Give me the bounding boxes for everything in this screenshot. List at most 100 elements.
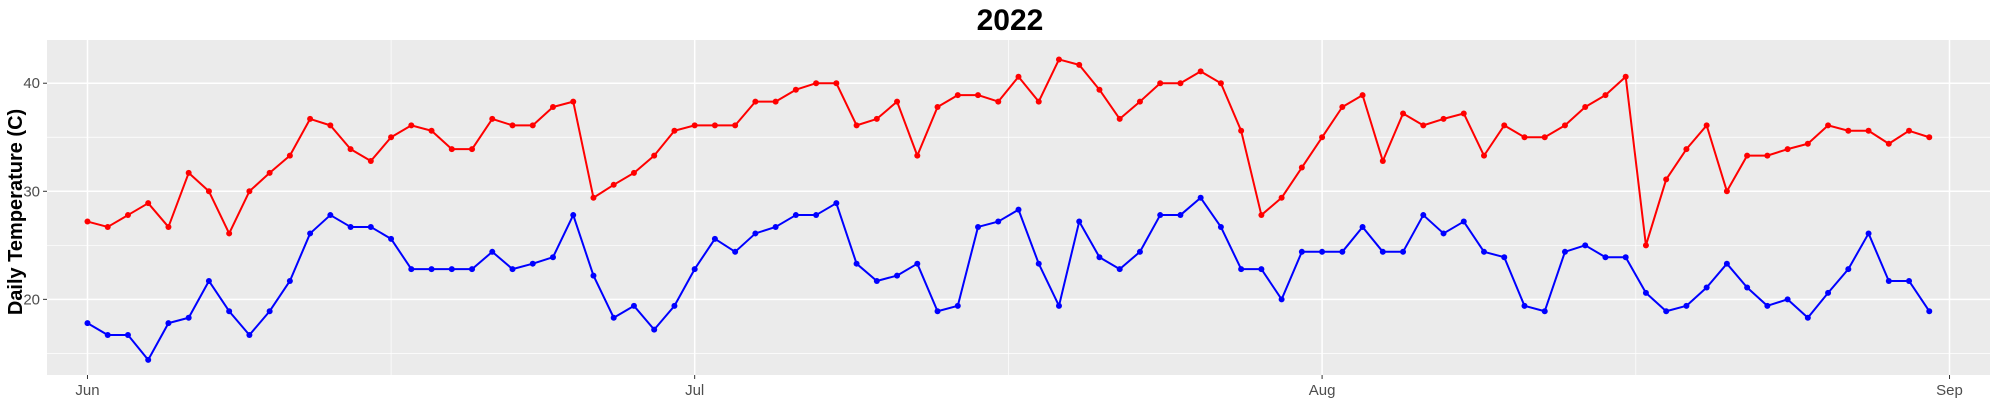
data-point: [1258, 266, 1265, 273]
data-point: [185, 169, 192, 176]
data-point: [833, 200, 840, 207]
data-point: [691, 122, 698, 129]
data-point: [1926, 134, 1933, 141]
data-point: [570, 212, 577, 219]
data-point: [894, 272, 901, 279]
data-point: [1481, 152, 1488, 159]
data-point: [1197, 194, 1204, 201]
data-point: [1561, 248, 1568, 255]
y-tick-label: 30: [23, 183, 40, 200]
data-point: [1804, 314, 1811, 321]
data-point: [833, 80, 840, 87]
data-point: [145, 356, 152, 363]
data-point: [1825, 289, 1832, 296]
data-point: [1906, 127, 1913, 134]
data-point: [1642, 242, 1649, 249]
data-point: [995, 218, 1002, 225]
grid-major: [47, 40, 1990, 375]
data-point: [469, 266, 476, 273]
data-point: [1177, 80, 1184, 87]
data-point: [448, 266, 455, 273]
data-point: [975, 223, 982, 230]
data-point: [651, 326, 658, 333]
data-point: [1035, 260, 1042, 267]
data-point: [489, 248, 496, 255]
data-point: [1298, 164, 1305, 171]
data-point: [1035, 98, 1042, 105]
data-point: [873, 115, 880, 122]
data-point: [448, 146, 455, 153]
data-point: [590, 194, 597, 201]
data-point: [165, 320, 172, 327]
data-point: [1278, 194, 1285, 201]
data-point: [124, 332, 131, 339]
data-point: [570, 98, 577, 105]
data-point: [489, 115, 496, 122]
data-point: [1906, 277, 1913, 284]
data-point: [1400, 248, 1407, 255]
data-point: [1885, 277, 1892, 284]
data-point: [205, 277, 212, 284]
data-point: [1177, 212, 1184, 219]
data-point: [914, 260, 921, 267]
data-point: [307, 230, 314, 237]
data-point: [752, 98, 759, 105]
data-point: [1460, 110, 1467, 117]
data-point: [1096, 86, 1103, 93]
data-point: [995, 98, 1002, 105]
data-point: [1055, 56, 1062, 63]
data-point: [1298, 248, 1305, 255]
data-point: [307, 115, 314, 122]
data-point: [104, 332, 111, 339]
data-point: [1744, 284, 1751, 291]
data-point: [853, 122, 860, 129]
data-point: [954, 302, 961, 309]
data-point: [1481, 248, 1488, 255]
data-point: [1582, 104, 1589, 110]
data-point: [266, 308, 273, 315]
data-point: [509, 122, 516, 129]
data-point: [813, 212, 820, 219]
data-point: [1521, 302, 1528, 309]
data-point: [246, 332, 253, 339]
data-point: [732, 122, 739, 129]
data-point: [1683, 146, 1690, 153]
data-point: [1420, 212, 1427, 219]
data-point: [1926, 308, 1933, 315]
data-point: [711, 235, 718, 242]
data-point: [671, 127, 678, 134]
data-point: [1663, 308, 1670, 315]
data-point: [1400, 110, 1407, 117]
data-point: [226, 230, 233, 237]
series-2: [84, 194, 1933, 363]
data-point: [1136, 98, 1143, 105]
data-point: [165, 223, 172, 230]
data-point: [469, 146, 476, 153]
data-point: [610, 314, 617, 321]
data-point: [1845, 127, 1852, 134]
data-point: [1096, 254, 1103, 261]
data-point: [286, 152, 293, 159]
data-point: [1622, 73, 1629, 80]
data-point: [266, 169, 273, 176]
data-point: [630, 169, 637, 176]
data-point: [1278, 296, 1285, 303]
data-point: [1683, 302, 1690, 309]
data-point: [1541, 308, 1548, 315]
data-point: [1339, 104, 1346, 110]
data-point: [1055, 302, 1062, 309]
data-point: [226, 308, 233, 315]
data-point: [1501, 122, 1508, 129]
data-point: [388, 134, 395, 141]
data-point: [1440, 230, 1447, 237]
data-point: [1238, 266, 1245, 273]
x-tick-label: Jul: [685, 382, 704, 399]
data-point: [1723, 188, 1730, 195]
data-point: [934, 104, 941, 110]
data-point: [792, 86, 799, 93]
data-point: [84, 320, 91, 327]
data-point: [388, 235, 395, 242]
data-point: [408, 266, 415, 273]
data-point: [124, 212, 131, 219]
data-point: [347, 146, 354, 153]
